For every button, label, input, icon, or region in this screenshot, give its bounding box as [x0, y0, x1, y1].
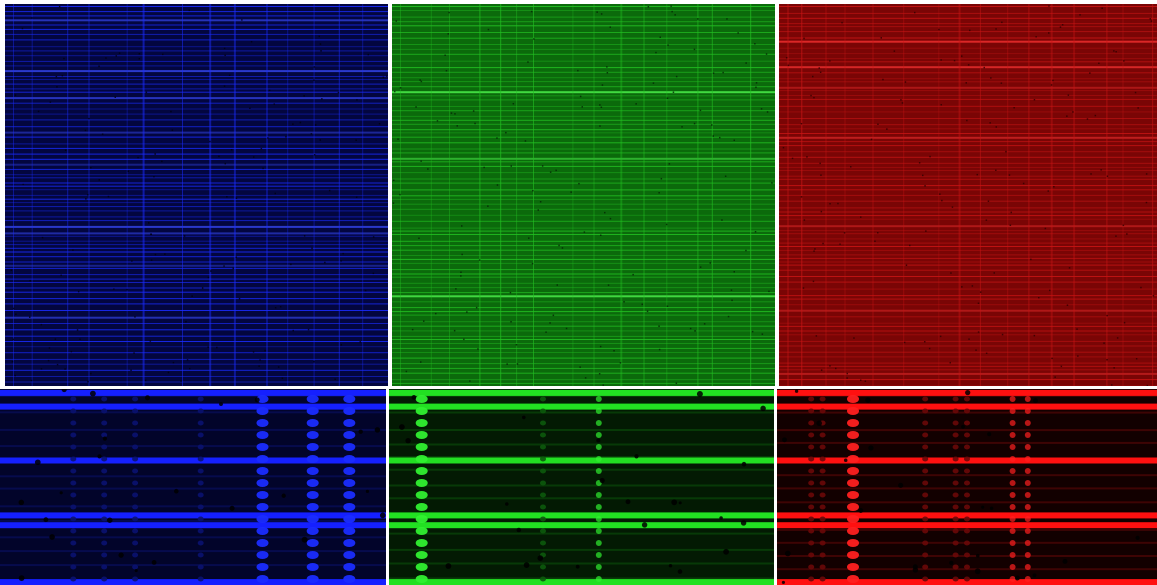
- zoom-blue-channel-image: [0, 389, 386, 585]
- overview-red-channel-image: [779, 4, 1157, 386]
- zoom-red-channel: [777, 389, 1157, 585]
- zoom-green-channel: [389, 389, 774, 585]
- overview-red-channel: [779, 4, 1157, 386]
- zoom-blue-channel: [0, 389, 386, 585]
- zoom-green-channel-image: [389, 389, 774, 585]
- overview-blue-channel-image: [5, 4, 388, 386]
- overview-blue-channel: [5, 4, 388, 386]
- overview-green-channel: [392, 4, 775, 386]
- zoom-red-channel-image: [777, 389, 1157, 585]
- overview-green-channel-image: [392, 4, 775, 386]
